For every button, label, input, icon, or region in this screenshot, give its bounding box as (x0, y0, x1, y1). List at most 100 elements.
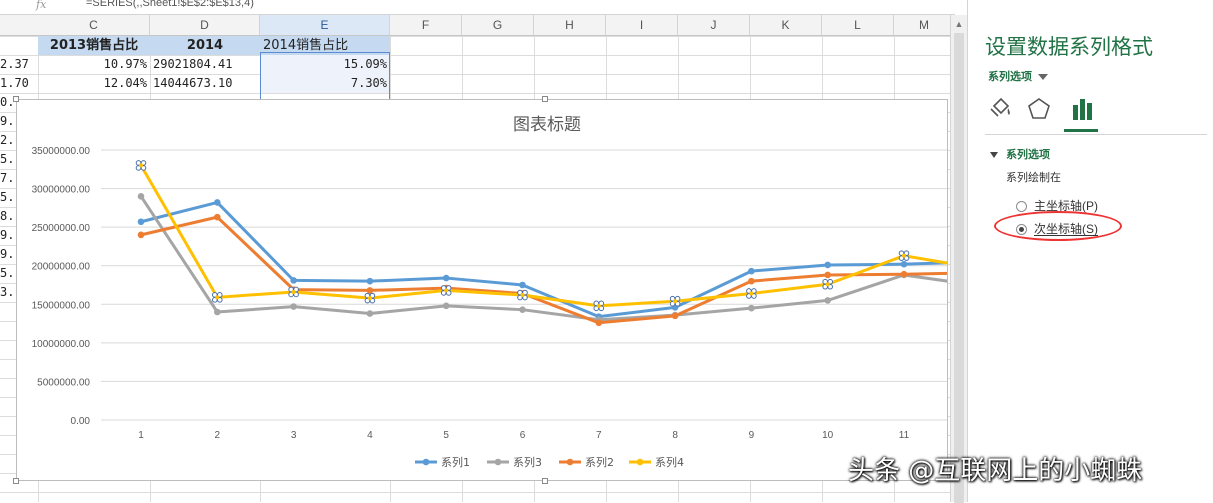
header-cell-d[interactable]: 2014 (150, 36, 260, 55)
chevron-down-icon[interactable] (1038, 74, 1048, 81)
data-point (748, 277, 755, 285)
y-tick-label: 20000000.00 (32, 262, 91, 273)
selected-range (260, 52, 390, 100)
data-point (442, 274, 450, 282)
series-options-section[interactable]: 系列选项 (990, 146, 1050, 162)
x-tick-label: 9 (749, 430, 755, 441)
cell-b3[interactable]: 1.70 (0, 76, 29, 90)
cell-d3[interactable]: 14044673.10 (153, 76, 233, 90)
divider (985, 134, 1207, 135)
data-point (673, 299, 678, 304)
formula-text[interactable]: =SERIES(,,Sheet1!$E$2:$E$13,4) (86, 0, 254, 9)
data-point (444, 288, 449, 293)
resize-handle[interactable] (13, 96, 19, 102)
left-stub-cell[interactable]: 5. (0, 266, 15, 280)
cell-b2[interactable]: 2.37 (0, 57, 29, 71)
data-point (367, 296, 372, 301)
data-point (137, 231, 145, 239)
column-header-j[interactable]: J (678, 15, 750, 35)
left-stub-cell[interactable]: 5. (0, 152, 15, 166)
data-point (137, 192, 145, 200)
column-header-g[interactable]: G (462, 15, 534, 35)
vertical-scrollbar[interactable]: ▲ (950, 15, 967, 503)
format-data-series-pane: 设置数据系列格式 系列选项 系列选项 系列绘制在 主坐标轴(P) 次坐标轴(S) (967, 0, 1213, 502)
pentagon-effects-icon[interactable] (1026, 96, 1052, 122)
series-line (139, 195, 947, 322)
collapse-triangle-icon[interactable] (990, 152, 998, 159)
data-point (596, 303, 601, 308)
cell-c3[interactable]: 12.04% (103, 76, 147, 90)
resize-handle[interactable] (13, 478, 19, 484)
data-point (900, 260, 908, 268)
x-tick-label: 8 (672, 430, 678, 441)
data-point (825, 282, 830, 287)
column-header-l[interactable]: L (822, 15, 894, 35)
left-stub-cell[interactable]: 3. (0, 285, 15, 299)
bar-chart-series-options-icon[interactable] (1070, 96, 1096, 122)
series-options-dropdown[interactable]: 系列选项 (988, 68, 1048, 84)
cell-d2[interactable]: 29021804.41 (153, 57, 233, 71)
header-cell-c[interactable]: 2013销售占比 (38, 36, 150, 55)
data-point (671, 312, 679, 320)
formula-bar[interactable]: fx =SERIES(,,Sheet1!$E$2:$E$13,4) (0, 0, 955, 15)
data-point (139, 163, 143, 168)
series-line (139, 164, 947, 308)
x-tick-label: 5 (443, 430, 449, 441)
column-header-f[interactable]: F (390, 15, 462, 35)
left-stub-cell[interactable]: 9. (0, 114, 15, 128)
data-point (366, 277, 374, 285)
line-chart[interactable]: 图表标题 0.00 5000000.00 10000000.00 15000000.00… (17, 100, 947, 480)
header-cell-e[interactable]: 2014销售占比 (260, 36, 390, 55)
primary-axis-option[interactable]: 主坐标轴(P) (1016, 197, 1098, 214)
chart-area[interactable]: 图表标题 0.00 5000000.00 10000000.00 15000000.00… (16, 99, 948, 481)
highlight-ellipse (994, 211, 1122, 241)
legend-marker (422, 458, 430, 466)
x-tick-label: 1 (138, 430, 144, 441)
resize-handle[interactable] (542, 478, 548, 484)
column-header-m[interactable]: M (894, 15, 955, 35)
resize-handle[interactable] (542, 96, 548, 102)
cell-e3[interactable]: 7.30% (260, 74, 390, 93)
pane-tab-icons (988, 96, 1188, 126)
y-tick-label: 35000000.00 (32, 146, 91, 157)
column-header-row: C D E F G H I J K L M (0, 15, 955, 36)
left-stub-cell[interactable]: 9. (0, 247, 15, 261)
column-header-h[interactable]: H (534, 15, 606, 35)
y-tick-label: 15000000.00 (32, 300, 91, 311)
series-line (140, 215, 947, 325)
left-stub-cell[interactable]: 7. (0, 171, 15, 185)
plot-series-on-label: 系列绘制在 (1006, 172, 1061, 184)
column-header-c[interactable]: C (38, 15, 150, 35)
fx-icon[interactable]: fx (36, 0, 47, 11)
data-point (137, 218, 145, 226)
x-tick-label: 7 (596, 430, 602, 441)
scroll-up-icon[interactable]: ▲ (954, 19, 964, 29)
data-point (290, 303, 297, 310)
series-group (135, 160, 947, 312)
left-stub-cell[interactable]: 5. (0, 190, 15, 204)
column-header-d[interactable]: D (150, 15, 260, 35)
data-point (748, 267, 755, 275)
left-stub-cell[interactable]: 9. (0, 228, 15, 242)
column-header-e[interactable]: E (260, 15, 390, 35)
data-point (520, 293, 525, 298)
left-stub-cell[interactable]: 8. (0, 209, 15, 223)
primary-axis-radio[interactable] (1016, 201, 1027, 213)
y-tick-label: 0.00 (71, 416, 91, 427)
column-header-i[interactable]: I (606, 15, 678, 35)
y-tick-label: 25000000.00 (32, 223, 91, 234)
cell-c2[interactable]: 10.97% (103, 57, 147, 71)
data-point (824, 297, 831, 304)
cell-e2[interactable]: 15.09% (260, 55, 390, 74)
scroll-thumb[interactable] (954, 33, 964, 503)
watermark: 头条 @互联网上的小蜘蛛 (848, 456, 1143, 486)
legend-label: 系列3 (513, 455, 542, 469)
left-stub-cell[interactable]: 2. (0, 133, 15, 147)
pane-title: 设置数据系列格式 (985, 35, 1153, 59)
primary-axis-label[interactable]: 主坐标轴(P) (1034, 199, 1098, 213)
chart-title: 图表标题 (513, 115, 581, 135)
column-header-k[interactable]: K (750, 15, 822, 35)
fill-bucket-icon[interactable] (988, 96, 1014, 122)
left-stub-cell[interactable]: 0. (0, 95, 15, 109)
legend-label: 系列2 (585, 455, 614, 469)
